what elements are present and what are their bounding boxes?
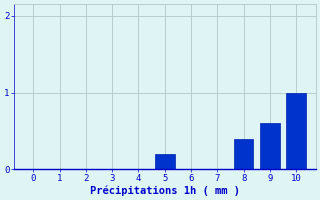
Bar bbox=[155, 154, 175, 169]
Bar bbox=[234, 139, 253, 169]
Bar bbox=[260, 123, 280, 169]
Bar bbox=[286, 93, 306, 169]
X-axis label: Précipitations 1h ( mm ): Précipitations 1h ( mm ) bbox=[90, 185, 240, 196]
